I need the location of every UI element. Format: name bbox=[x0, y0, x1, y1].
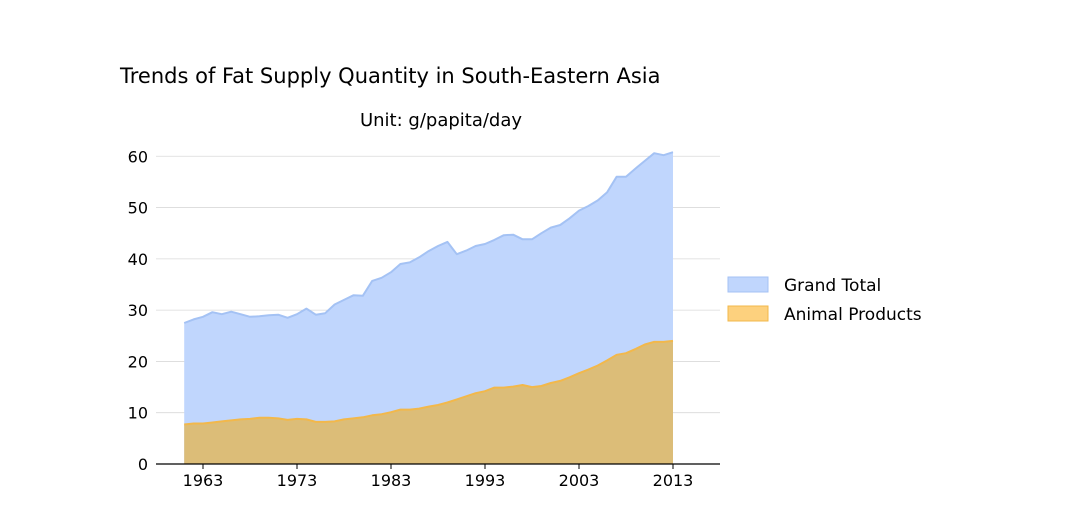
chart-title: Trends of Fat Supply Quantity in South-E… bbox=[119, 64, 661, 88]
legend: Grand Total Animal Products bbox=[727, 276, 922, 325]
series-line-grand-total bbox=[183, 151, 674, 324]
x-tick-label: 1993 bbox=[465, 471, 506, 490]
y-tick-label: 50 bbox=[128, 199, 148, 218]
x-tick-label: 2003 bbox=[559, 471, 600, 490]
x-tick-label: 1963 bbox=[183, 471, 224, 490]
x-tick-label: 1983 bbox=[371, 471, 412, 490]
chart-subtitle: Unit: g/papita/day bbox=[360, 110, 522, 131]
x-axis: 1963 1973 1983 1993 2003 2013 bbox=[183, 464, 694, 490]
x-tick-label: 2013 bbox=[653, 471, 694, 490]
y-tick-label: 40 bbox=[128, 250, 148, 269]
legend-swatch-animal-products bbox=[727, 305, 769, 322]
y-axis: 0 10 20 30 40 50 60 bbox=[128, 147, 148, 474]
y-tick-label: 10 bbox=[128, 404, 148, 423]
series-line-animal-products bbox=[184, 339, 674, 426]
area-animal-products bbox=[184, 340, 673, 464]
legend-label-animal-products: Animal Products bbox=[784, 305, 922, 325]
y-tick-label: 20 bbox=[128, 352, 148, 371]
y-tick-label: 30 bbox=[128, 301, 148, 320]
x-tick-label: 1973 bbox=[277, 471, 318, 490]
legend-label-grand-total: Grand Total bbox=[784, 276, 881, 296]
y-tick-label: 60 bbox=[128, 147, 148, 166]
plot-area bbox=[183, 151, 674, 464]
legend-swatch-grand-total bbox=[727, 276, 769, 293]
y-tick-label: 0 bbox=[138, 455, 148, 474]
